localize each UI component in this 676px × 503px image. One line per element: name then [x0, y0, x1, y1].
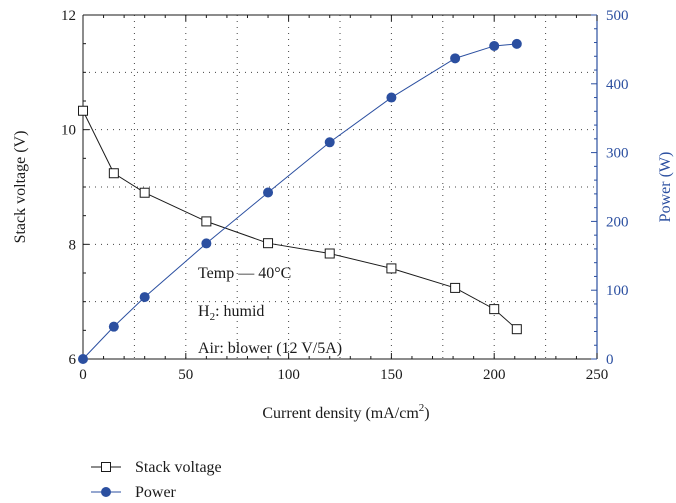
data-point-stack-voltage [108, 168, 119, 179]
data-point-stack-voltage [78, 105, 88, 116]
data-point-stack-voltage [386, 263, 397, 274]
right-y-axis-title: Power (W) [657, 152, 674, 223]
y-left-tick-label: 10 [61, 123, 76, 139]
data-point-stack-voltage [263, 238, 274, 249]
left-y-axis-ticks: 6 8 10 12 [61, 8, 89, 368]
grid-lines [83, 15, 597, 359]
data-point-power [386, 92, 397, 103]
right-y-axis-ticks: 0 100 200 300 400 500 [591, 8, 629, 368]
x-tick-label: 200 [483, 367, 506, 383]
left-y-axis-title: Stack voltage (V) [12, 131, 29, 244]
data-point-power [324, 137, 335, 148]
data-point-stack-voltage [201, 216, 212, 227]
y-left-tick-label: 6 [69, 352, 77, 368]
data-point-stack-voltage [139, 187, 150, 198]
data-point-stack-voltage [489, 304, 500, 315]
data-point-power [139, 292, 150, 303]
x-tick-label: 150 [380, 367, 403, 383]
legend-label-power: Power [135, 484, 177, 501]
data-point-power [450, 53, 461, 64]
legend-marker-stack-voltage [101, 462, 111, 472]
annotation-air: Air: blower (12 V/5A) [198, 340, 342, 357]
data-point-power [489, 40, 500, 51]
x-tick-label: 0 [79, 367, 87, 383]
y-right-tick-label: 300 [606, 146, 629, 162]
legend-item-power: Power [91, 484, 177, 501]
y-right-tick-label: 500 [606, 8, 629, 24]
legend-marker-power [101, 487, 111, 497]
data-point-stack-voltage [511, 324, 522, 335]
legend-item-stack-voltage: Stack voltage [91, 459, 222, 476]
y-right-tick-label: 400 [606, 77, 629, 93]
x-axis-title: Current density (mA/cm2) [262, 402, 429, 422]
x-tick-label: 100 [277, 367, 300, 383]
data-point-stack-voltage [324, 248, 335, 259]
legend: Stack voltage Power [91, 459, 222, 501]
annotation-temp: Temp — 40°C [198, 265, 291, 282]
series-line-power [82, 43, 517, 360]
x-axis-ticks: 0 50 100 150 200 250 [79, 15, 608, 383]
x-tick-label: 50 [178, 367, 193, 383]
legend-label-stack-voltage: Stack voltage [135, 459, 222, 476]
plot-frame [82, 14, 598, 360]
data-point-power [263, 187, 274, 198]
series-layer [78, 38, 522, 364]
data-point-power [108, 321, 119, 332]
y-right-tick-label: 100 [606, 283, 629, 299]
annotation-h2: H2: humid [198, 303, 264, 323]
data-point-power [78, 354, 88, 364]
data-point-power [201, 238, 212, 249]
x-tick-label: 250 [586, 367, 609, 383]
data-point-power [511, 38, 522, 49]
y-right-tick-label: 200 [606, 214, 629, 230]
series-line-stack-voltage [82, 110, 518, 330]
y-left-tick-label: 8 [69, 237, 77, 253]
y-left-tick-label: 12 [61, 8, 76, 24]
data-point-stack-voltage [450, 282, 461, 293]
y-right-tick-label: 0 [606, 352, 614, 368]
